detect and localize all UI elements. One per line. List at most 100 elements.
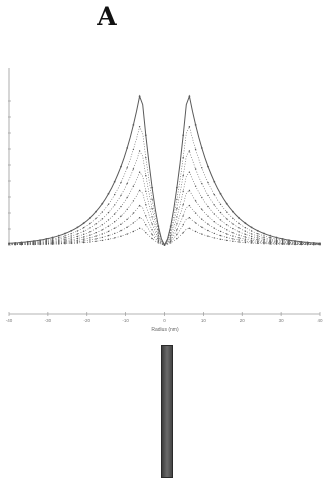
data-point <box>120 181 122 184</box>
data-point <box>288 243 290 246</box>
data-point <box>126 233 128 235</box>
data-point <box>114 221 116 223</box>
data-point <box>219 238 222 240</box>
data-point <box>176 229 178 231</box>
data-point <box>58 238 60 240</box>
data-point <box>232 217 234 220</box>
data-point <box>213 232 215 235</box>
data-point <box>82 227 85 229</box>
data-point <box>269 243 271 245</box>
data-point <box>132 168 135 170</box>
data-point <box>101 218 104 220</box>
data-point <box>138 189 141 192</box>
data-point <box>82 230 85 232</box>
data-point <box>250 241 253 243</box>
data-point <box>132 200 135 202</box>
data-point <box>232 240 234 242</box>
data-point <box>145 215 147 217</box>
data-point <box>157 229 159 231</box>
data-point <box>101 224 104 226</box>
data-point <box>51 238 54 240</box>
data-point <box>89 239 91 241</box>
data-point <box>120 229 122 232</box>
data-point <box>244 241 247 244</box>
data-point <box>89 241 91 243</box>
data-point <box>120 235 122 237</box>
data-point <box>238 237 240 239</box>
data-point <box>263 243 265 245</box>
data-point <box>213 180 216 183</box>
data-point <box>107 192 110 195</box>
data-point <box>170 235 172 237</box>
data-point <box>300 243 302 246</box>
data-point <box>232 227 234 230</box>
data-point <box>132 185 135 187</box>
data-point <box>200 147 203 149</box>
data-point <box>114 232 116 235</box>
data-point <box>250 230 253 232</box>
data-point <box>213 213 215 215</box>
data-point <box>89 237 91 239</box>
series-line-4 <box>8 171 321 246</box>
data-point <box>51 236 54 239</box>
data-point <box>76 237 79 240</box>
data-point <box>76 226 79 229</box>
x-tick-label: -20 <box>83 318 90 323</box>
data-point <box>250 237 253 240</box>
data-point <box>132 212 135 214</box>
data-point <box>250 242 253 244</box>
data-point <box>20 244 23 246</box>
data-point <box>170 237 172 239</box>
data-point <box>113 180 116 183</box>
data-point <box>263 240 265 242</box>
data-point <box>114 204 116 206</box>
data-point <box>238 227 240 229</box>
data-point <box>188 171 191 173</box>
data-point <box>176 198 178 201</box>
data-point <box>157 240 159 243</box>
data-point <box>269 238 271 240</box>
data-point <box>213 227 215 229</box>
data-point <box>64 238 66 241</box>
series-line-2 <box>8 125 321 246</box>
data-point <box>126 182 128 185</box>
data-point <box>45 238 48 240</box>
data-point <box>207 215 209 217</box>
data-point <box>201 208 203 211</box>
data-point <box>57 234 60 237</box>
x-tick-label: -30 <box>45 318 52 323</box>
data-point <box>157 232 159 234</box>
data-point <box>275 243 278 245</box>
data-point <box>232 235 234 237</box>
data-point <box>194 185 197 187</box>
data-point <box>107 211 110 214</box>
data-point <box>250 233 253 235</box>
data-point <box>101 236 104 239</box>
data-point <box>182 174 184 177</box>
data-point <box>101 229 104 231</box>
series-line-7 <box>9 217 320 246</box>
x-tick-label: -40 <box>6 318 13 323</box>
data-point <box>70 233 72 235</box>
data-point <box>95 232 97 234</box>
data-point <box>170 240 172 243</box>
data-point <box>76 239 79 241</box>
data-point <box>219 211 222 214</box>
data-point <box>219 225 222 227</box>
data-point <box>82 233 85 235</box>
data-point <box>14 244 16 246</box>
data-point <box>114 193 116 196</box>
data-point <box>238 239 240 241</box>
data-point <box>226 218 228 220</box>
data-point <box>250 239 253 241</box>
data-point <box>126 208 128 211</box>
data-point <box>82 241 85 244</box>
data-point <box>226 224 228 226</box>
data-point <box>39 243 41 246</box>
data-point <box>114 213 116 215</box>
data-point <box>151 186 154 189</box>
data-point <box>194 222 197 224</box>
data-point <box>232 210 234 213</box>
data-point <box>244 236 247 238</box>
data-point <box>33 243 35 246</box>
